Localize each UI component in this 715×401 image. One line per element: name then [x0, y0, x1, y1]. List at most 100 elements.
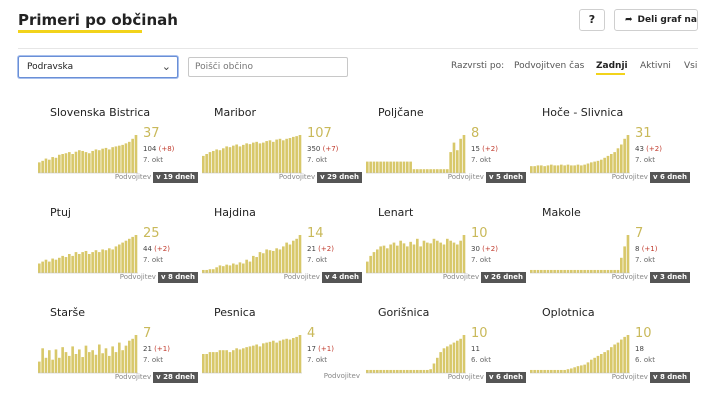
doubling-info: Podvojitev: [324, 372, 362, 383]
municipality-card[interactable]: Hajdina 14 21 (+2) 7. okt Podvojitev v 4 dneh: [202, 206, 362, 296]
spark-bar: [68, 152, 71, 173]
municipality-card[interactable]: Pesnica 4 17 (+1) 7. okt Podvojitev: [202, 306, 362, 396]
spark-bar: [553, 165, 556, 173]
municipality-card[interactable]: Oplotnica 10 18 6. okt Podvojitev v 8 dneh: [530, 306, 690, 396]
spark-bar: [429, 369, 432, 373]
spark-bar: [232, 145, 235, 173]
sparkbar-chart: [366, 235, 466, 274]
spark-bar: [94, 354, 98, 373]
date-label: 7. okt: [143, 256, 163, 264]
municipality-card[interactable]: Poljčane 8 15 (+2) 7. okt Podvojitev v 5 dneh: [366, 106, 526, 196]
spark-bar: [48, 261, 51, 273]
page-title: Primeri po občinah: [18, 11, 178, 29]
spark-bar: [131, 138, 134, 173]
spark-bar: [108, 248, 111, 273]
doubling-badge: v 19 dneh: [153, 172, 198, 183]
spark-bar: [278, 340, 282, 373]
spark-bar: [366, 261, 369, 273]
spark-bar: [536, 165, 540, 173]
spark-bar: [205, 269, 208, 273]
date-label: 7. okt: [635, 256, 655, 264]
spark-bar: [396, 369, 399, 373]
spark-bar: [84, 250, 88, 273]
sort-option-active[interactable]: Aktivni: [640, 61, 671, 71]
spark-bar: [439, 169, 442, 173]
spark-bar: [124, 345, 128, 373]
municipality-card[interactable]: Makole 7 8 (+1) 7. okt Podvojitev v 3 dneh: [530, 206, 690, 296]
spark-bar: [550, 269, 553, 273]
spark-bar: [442, 348, 446, 373]
doubling-info: Podvojitev v 6 dneh: [448, 372, 526, 383]
spark-bar: [91, 252, 94, 273]
doubling-info: Podvojitev v 6 dneh: [612, 172, 690, 183]
spark-bar: [202, 269, 205, 273]
municipality-card[interactable]: Maribor 107 350 (+7) 7. okt Podvojitev v 29 d…: [202, 106, 362, 196]
spark-bar: [268, 341, 272, 373]
spark-bar: [583, 164, 586, 173]
municipality-name: Hajdina: [214, 206, 256, 219]
spark-bar: [114, 352, 118, 373]
spark-bar: [41, 348, 44, 373]
doubling-label: Podvojitev: [447, 173, 484, 181]
spark-bar: [252, 255, 255, 273]
sparkbar-chart: [202, 135, 302, 174]
help-button[interactable]: ?: [579, 9, 605, 31]
spark-bar: [228, 265, 232, 273]
doubling-info: Podvojitev v 26 dneh: [443, 272, 526, 283]
spark-bar: [58, 257, 61, 273]
municipality-card[interactable]: Lenart 10 30 (+2) 7. okt Podvojitev v 26 dneh: [366, 206, 526, 296]
spark-bar: [44, 357, 48, 373]
spark-bar: [536, 369, 540, 373]
municipality-search-input[interactable]: [188, 57, 348, 77]
spark-bar: [543, 369, 546, 373]
doubling-label: Podvojitev: [447, 373, 484, 381]
spark-bar: [436, 169, 439, 173]
spark-bar: [603, 269, 606, 273]
latest-value: 7: [635, 226, 644, 241]
spark-bar: [620, 144, 623, 173]
total-count: 21: [307, 245, 316, 253]
spark-bar: [540, 269, 543, 273]
total-count: 21: [143, 345, 152, 353]
spark-bar: [583, 269, 586, 273]
spark-bar: [278, 138, 282, 173]
daily-change: (+1): [151, 345, 170, 353]
sort-option-all[interactable]: Vsi: [684, 61, 698, 71]
sparkbar-chart: [530, 135, 630, 174]
sort-option-latest[interactable]: Zadnji: [596, 61, 628, 71]
latest-value: 7: [143, 326, 152, 341]
share-button[interactable]: ➦ Deli graf na: [614, 9, 698, 31]
sort-option-doubling[interactable]: Podvojitven čas: [514, 61, 585, 71]
total-value: 43 (+2): [635, 145, 662, 153]
total-value: 11: [471, 345, 480, 353]
spark-bar: [245, 143, 248, 173]
municipality-card[interactable]: Starše 7 21 (+1) 7. okt Podvojitev v 28 dneh: [38, 306, 198, 396]
doubling-label: Podvojitev: [278, 173, 316, 181]
spark-bar: [208, 152, 212, 173]
daily-change: (+7): [320, 145, 339, 153]
municipality-card[interactable]: Gorišnica 10 11 6. okt Podvojitev v 6 dneh: [366, 306, 526, 396]
spark-bar: [292, 338, 295, 373]
spark-bar: [208, 269, 212, 273]
date-label: 7. okt: [471, 156, 491, 164]
doubling-label: Podvojitev: [611, 173, 648, 181]
spark-bar: [104, 348, 108, 373]
spark-bar: [101, 249, 104, 273]
spark-bar: [436, 240, 439, 273]
spark-bar: [235, 348, 238, 373]
sparkbar-chart: [38, 235, 138, 274]
spark-bar: [530, 166, 533, 173]
municipality-card[interactable]: Ptuj 25 44 (+2) 7. okt Podvojitev v 8 dneh: [38, 206, 198, 296]
spark-bar: [432, 169, 436, 173]
spark-bar: [416, 238, 419, 273]
spark-bar: [222, 350, 225, 373]
spark-bar: [616, 148, 620, 173]
region-select[interactable]: Podravska ⌄: [18, 56, 178, 78]
spark-bar: [543, 166, 546, 173]
spark-bar: [570, 165, 573, 173]
municipality-card[interactable]: Hoče - Slivnica 31 43 (+2) 7. okt Podvojitev…: [530, 106, 690, 196]
spark-bar: [563, 269, 566, 273]
date-label: 6. okt: [635, 356, 655, 364]
total-value: 350 (+7): [307, 145, 338, 153]
municipality-card[interactable]: Slovenska Bistrica 37 104 (+8) 7. okt Podvoj…: [38, 106, 198, 196]
